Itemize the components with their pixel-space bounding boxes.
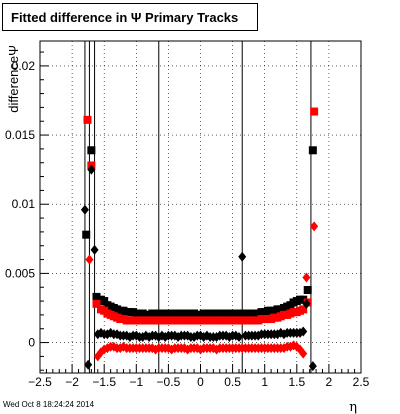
data-point-square bbox=[299, 305, 308, 314]
x-tick-label: 1 bbox=[261, 375, 268, 389]
data-point-square bbox=[303, 286, 312, 294]
data-point-diamond bbox=[80, 204, 89, 215]
data-point-diamond bbox=[308, 361, 317, 372]
y-tick-label: 0 bbox=[28, 336, 35, 350]
y-axis-label: differenceΨ bbox=[6, 45, 21, 113]
data-point-diamond bbox=[90, 244, 99, 255]
data-point-diamond bbox=[84, 359, 93, 370]
data-point-diamond bbox=[238, 251, 247, 262]
data-point-diamond bbox=[302, 298, 311, 309]
data-point-square bbox=[310, 107, 319, 116]
x-tick-label: 0.5 bbox=[224, 375, 241, 389]
data-point-diamond bbox=[87, 164, 96, 175]
x-tick-label: −2 bbox=[65, 375, 79, 389]
data-point-square bbox=[299, 295, 308, 304]
x-tick-label: 2.5 bbox=[353, 375, 370, 389]
data-point-square bbox=[92, 299, 101, 308]
x-tick-label: 1.5 bbox=[288, 375, 305, 389]
data-point-diamond bbox=[235, 332, 244, 343]
y-tick-label: 0.01 bbox=[12, 197, 36, 211]
data-point-square bbox=[82, 230, 91, 239]
data-point-square bbox=[100, 297, 109, 306]
x-tick-label: −1 bbox=[129, 375, 143, 389]
x-tick-label: −0.5 bbox=[157, 375, 181, 389]
timestamp: Wed Oct 8 18:24:24 2014 bbox=[3, 400, 95, 409]
data-point-diamond bbox=[299, 326, 308, 337]
x-tick-label: −2.5 bbox=[28, 375, 52, 389]
chart-title: Fitted difference in Ψ Primary Tracks bbox=[2, 3, 258, 31]
data-point-diamond bbox=[85, 254, 94, 265]
y-tick-label: 0.005 bbox=[5, 266, 35, 280]
data-point-square bbox=[92, 292, 101, 301]
data-point-square bbox=[87, 146, 96, 155]
x-tick-label: 2 bbox=[326, 375, 333, 389]
y-tick-label: 0.015 bbox=[5, 128, 35, 142]
data-point-diamond bbox=[302, 272, 311, 283]
data-point-diamond bbox=[299, 348, 308, 359]
data-point-square bbox=[308, 146, 317, 155]
y-tick-label: 0.02 bbox=[12, 59, 36, 73]
data-point-diamond bbox=[310, 221, 319, 232]
x-tick-label: −1.5 bbox=[92, 375, 116, 389]
x-tick-label: 0 bbox=[197, 375, 204, 389]
data-point-square bbox=[83, 115, 92, 124]
x-axis-label: η bbox=[349, 400, 357, 414]
